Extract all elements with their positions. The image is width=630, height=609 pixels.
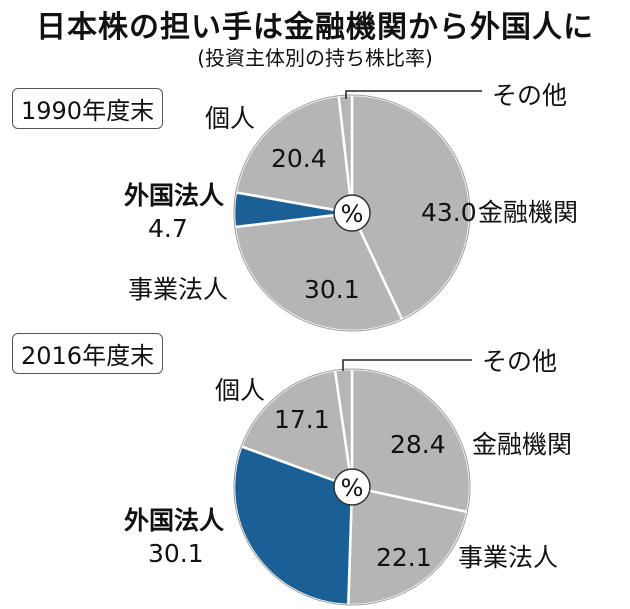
slice-value-label-1-2: 30.1 — [148, 539, 204, 568]
center-percent-symbol: % — [341, 200, 364, 228]
slice-name-label-0-1: 事業法人 — [128, 275, 228, 304]
slice-name-label-0-0: 金融機関 — [478, 198, 578, 227]
slice-value-label-1-0: 28.4 — [390, 430, 446, 459]
slice-name-label-0-2: 外国法人 — [124, 181, 224, 210]
slice-value-label-0-3: 20.4 — [271, 144, 327, 173]
slice-name-label-0-3: 個人 — [205, 104, 255, 133]
slice-value-label-0-1: 30.1 — [304, 275, 360, 304]
slice-name-label-0-4: その他 — [492, 81, 567, 110]
slice-name-label-1-0: 金融機関 — [472, 430, 572, 459]
pie-outline — [233, 94, 471, 332]
slice-name-label-1-1: 事業法人 — [458, 543, 558, 572]
slice-value-label-1-3: 17.1 — [274, 405, 330, 434]
slice-value-label-0-0: 43.0 — [421, 198, 477, 227]
pie-2016: % 金融機関 28.4 事業法人 22.1 外国法人 30.1 個人 17.1 その他 — [124, 347, 572, 607]
center-percent-symbol: % — [341, 474, 364, 502]
slice-value-label-1-1: 22.1 — [376, 543, 432, 572]
leader-line-0-4 — [345, 90, 482, 99]
slice-value-label-0-2: 4.7 — [148, 214, 188, 243]
panel-label-1990: 1990年度末 — [12, 88, 164, 129]
pie-outline — [233, 368, 471, 606]
chart-title: 日本株の担い手は金融機関から外国人に — [36, 10, 594, 45]
center-percent-badge — [333, 194, 371, 232]
chart-subtitle: (投資主体別の持ち株比率) — [197, 46, 433, 70]
leader-line-1-4 — [342, 359, 472, 371]
slice-name-label-1-3: 個人 — [215, 376, 265, 405]
slice-name-label-1-4: その他 — [482, 347, 557, 376]
center-percent-badge — [333, 468, 371, 506]
slice-name-label-1-2: 外国法人 — [124, 506, 224, 535]
panel-label-2016: 2016年度末 — [12, 333, 164, 374]
